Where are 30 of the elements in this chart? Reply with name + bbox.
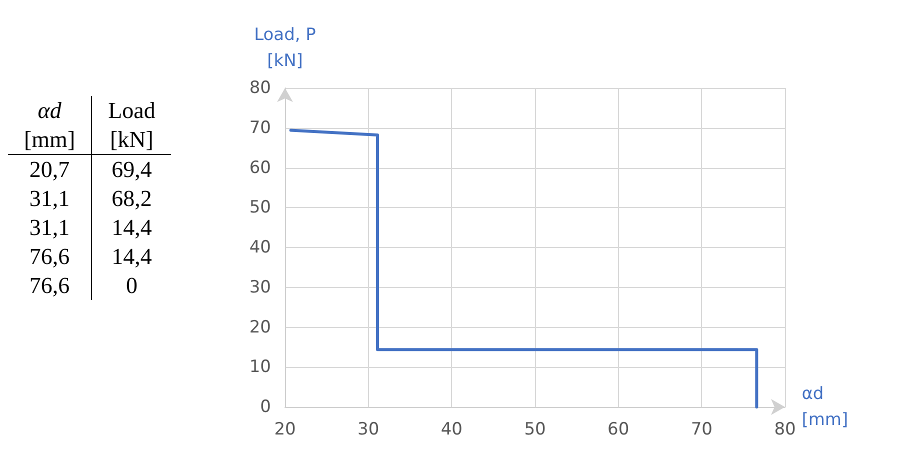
text: 14,4 (110, 214, 153, 242)
y-tick-label: 10 (249, 357, 271, 378)
text: 69,4 (110, 156, 153, 184)
y-tick-label: 0 (260, 397, 271, 417)
x-tick-label: 70 (690, 420, 712, 440)
x-tick-label: 30 (358, 420, 380, 440)
x-tick-label: 40 (440, 420, 462, 440)
text: 31,1 (8, 184, 92, 213)
y-tick-label: 80 (249, 78, 271, 98)
x-tick-label: 80 (774, 420, 796, 440)
text: 0 (124, 272, 138, 300)
text: 14,4 (110, 243, 153, 271)
y-tick-label: 30 (249, 277, 271, 298)
x-tick-label: 60 (608, 420, 630, 440)
y-tick-label: 70 (249, 118, 271, 138)
text: 76,6 (8, 271, 92, 300)
x-tick-label: 20 (274, 420, 296, 440)
y-axis-title: Load, P [kN] (254, 25, 316, 71)
text: 20,7 (8, 154, 92, 184)
text: Load [kN] (108, 98, 156, 152)
text: 68,2 (110, 185, 153, 213)
y-tick-label: 60 (249, 158, 271, 178)
y-tick-label: 20 (249, 317, 271, 338)
text: 76,6 (8, 242, 92, 271)
x-axis-title: αd [mm] (802, 384, 848, 430)
text: 31,1 (8, 213, 92, 242)
x-tick-label: 50 (524, 420, 546, 440)
y-tick-label: 40 (249, 238, 271, 258)
text: αd [mm] (24, 98, 76, 152)
y-tick-label: 50 (249, 198, 271, 218)
